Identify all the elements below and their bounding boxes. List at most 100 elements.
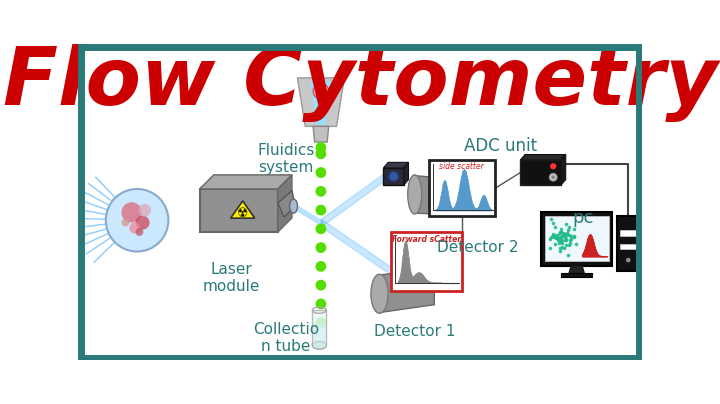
Polygon shape <box>521 155 566 160</box>
Point <box>560 242 572 249</box>
Point <box>560 236 572 243</box>
Point <box>555 234 567 240</box>
FancyBboxPatch shape <box>544 216 608 261</box>
Circle shape <box>316 106 325 116</box>
FancyBboxPatch shape <box>199 189 278 232</box>
FancyBboxPatch shape <box>620 244 637 249</box>
Point <box>559 231 570 237</box>
Point <box>560 221 572 227</box>
Point <box>548 220 559 227</box>
Point <box>563 231 575 238</box>
FancyBboxPatch shape <box>429 160 495 216</box>
Point <box>548 231 559 237</box>
Point <box>560 236 572 242</box>
Point <box>554 248 566 254</box>
Point <box>556 238 567 244</box>
Point <box>563 241 575 248</box>
Point <box>548 234 559 241</box>
Polygon shape <box>310 81 332 125</box>
Circle shape <box>316 143 325 152</box>
Circle shape <box>122 202 142 223</box>
Point <box>544 245 556 252</box>
Point <box>552 237 564 244</box>
Point <box>554 229 565 235</box>
Point <box>559 233 570 239</box>
Circle shape <box>626 258 631 263</box>
Polygon shape <box>561 155 566 185</box>
Circle shape <box>316 243 325 252</box>
Circle shape <box>316 187 325 196</box>
Point <box>550 232 562 238</box>
Point <box>562 252 573 258</box>
Point <box>569 234 580 240</box>
Circle shape <box>122 219 130 227</box>
Point <box>554 235 565 241</box>
Circle shape <box>130 223 140 234</box>
Ellipse shape <box>371 274 388 314</box>
Circle shape <box>549 173 557 181</box>
Point <box>558 244 570 251</box>
Polygon shape <box>199 175 292 189</box>
Point <box>556 244 567 250</box>
FancyBboxPatch shape <box>312 310 326 345</box>
Text: Fluidics
system: Fluidics system <box>257 143 315 175</box>
Text: Forward sCatter: Forward sCatter <box>392 234 461 244</box>
Point <box>559 234 571 240</box>
Ellipse shape <box>289 199 297 213</box>
Point <box>554 237 566 243</box>
Text: ☢: ☢ <box>237 208 248 221</box>
Text: ADC unit: ADC unit <box>464 137 537 155</box>
Polygon shape <box>384 162 408 168</box>
Point <box>556 237 567 243</box>
Point <box>559 236 570 243</box>
Point <box>549 241 561 247</box>
Point <box>554 237 566 243</box>
Point <box>564 240 576 246</box>
Circle shape <box>135 216 150 229</box>
Polygon shape <box>569 265 585 274</box>
Ellipse shape <box>408 175 422 214</box>
Point <box>552 234 563 240</box>
Circle shape <box>316 318 325 327</box>
Point <box>551 235 562 241</box>
Point <box>556 240 567 246</box>
FancyBboxPatch shape <box>561 273 593 277</box>
Point <box>554 245 566 252</box>
Point <box>563 224 575 231</box>
Text: Detector 1: Detector 1 <box>374 324 456 339</box>
Text: pc: pc <box>572 209 593 227</box>
Circle shape <box>389 172 398 181</box>
Polygon shape <box>230 201 255 218</box>
Point <box>553 235 564 241</box>
Polygon shape <box>297 78 344 126</box>
Point <box>545 234 557 240</box>
Point <box>552 235 563 241</box>
Point <box>547 233 559 240</box>
Circle shape <box>316 224 325 234</box>
Point <box>554 240 565 246</box>
Point <box>557 232 568 238</box>
Point <box>562 229 573 236</box>
FancyBboxPatch shape <box>313 322 325 345</box>
Polygon shape <box>404 162 408 185</box>
Point <box>561 231 572 237</box>
Circle shape <box>313 83 329 99</box>
Point <box>555 229 567 235</box>
Point <box>557 233 568 240</box>
Circle shape <box>550 163 557 169</box>
Point <box>559 231 570 238</box>
Text: Collectio
n tube: Collectio n tube <box>253 322 319 354</box>
Point <box>562 226 574 233</box>
Circle shape <box>316 149 325 158</box>
Text: Laser
module: Laser module <box>202 262 260 294</box>
Point <box>549 224 560 230</box>
FancyBboxPatch shape <box>620 230 637 236</box>
Point <box>560 232 572 239</box>
Point <box>568 233 580 239</box>
Point <box>565 236 577 242</box>
Text: Flow Cytometry: Flow Cytometry <box>3 44 717 122</box>
Ellipse shape <box>312 341 326 349</box>
Circle shape <box>316 262 325 271</box>
Point <box>557 229 569 236</box>
Point <box>568 226 580 232</box>
